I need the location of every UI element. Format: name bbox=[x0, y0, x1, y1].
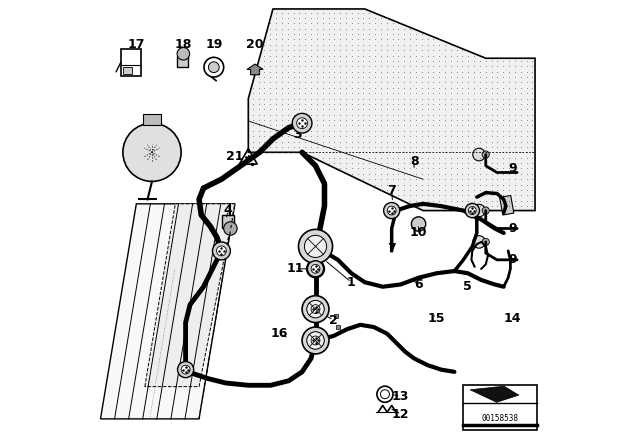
Text: 4: 4 bbox=[224, 204, 232, 217]
Text: 8: 8 bbox=[410, 155, 419, 168]
Circle shape bbox=[177, 362, 194, 378]
Text: 7: 7 bbox=[387, 184, 396, 197]
Circle shape bbox=[216, 246, 227, 256]
Text: 3: 3 bbox=[293, 128, 302, 141]
Bar bbox=[123, 67, 132, 74]
Bar bbox=[222, 215, 234, 228]
Polygon shape bbox=[247, 64, 263, 75]
Bar bbox=[500, 195, 514, 215]
Text: 15: 15 bbox=[428, 311, 445, 325]
Circle shape bbox=[297, 118, 307, 129]
Circle shape bbox=[307, 332, 324, 349]
Text: 2: 2 bbox=[329, 314, 338, 327]
Circle shape bbox=[181, 365, 190, 374]
Circle shape bbox=[224, 222, 237, 235]
Text: 11: 11 bbox=[287, 262, 304, 276]
Text: 9: 9 bbox=[508, 161, 517, 175]
Text: 6: 6 bbox=[414, 278, 423, 291]
Circle shape bbox=[298, 229, 333, 263]
Text: 9: 9 bbox=[508, 222, 517, 235]
Text: 7: 7 bbox=[387, 242, 396, 255]
Circle shape bbox=[311, 264, 320, 273]
Bar bbox=[121, 49, 141, 76]
Text: 9: 9 bbox=[508, 253, 517, 267]
Polygon shape bbox=[100, 204, 235, 419]
Circle shape bbox=[473, 148, 485, 161]
Polygon shape bbox=[470, 386, 519, 402]
Ellipse shape bbox=[123, 123, 181, 181]
Bar bbox=[463, 385, 538, 430]
Circle shape bbox=[387, 206, 396, 215]
Text: 12: 12 bbox=[392, 408, 410, 421]
Circle shape bbox=[302, 296, 329, 323]
Text: 1: 1 bbox=[347, 276, 356, 289]
Bar bbox=[143, 114, 161, 125]
Circle shape bbox=[473, 236, 485, 248]
Circle shape bbox=[307, 301, 324, 317]
Text: 20: 20 bbox=[246, 38, 264, 52]
Circle shape bbox=[468, 207, 476, 215]
Circle shape bbox=[311, 305, 320, 314]
Polygon shape bbox=[248, 9, 535, 211]
Text: 21: 21 bbox=[226, 150, 244, 164]
Circle shape bbox=[311, 336, 320, 345]
Text: 10: 10 bbox=[410, 226, 428, 240]
Circle shape bbox=[482, 207, 490, 214]
Bar bbox=[177, 56, 188, 67]
Text: 5: 5 bbox=[463, 280, 472, 293]
Circle shape bbox=[473, 204, 485, 217]
Circle shape bbox=[212, 242, 230, 260]
Circle shape bbox=[383, 202, 400, 219]
Circle shape bbox=[412, 217, 426, 231]
Text: !: ! bbox=[247, 155, 251, 164]
Circle shape bbox=[482, 151, 490, 158]
Text: 19: 19 bbox=[205, 38, 223, 52]
Circle shape bbox=[292, 113, 312, 133]
Text: 18: 18 bbox=[175, 38, 192, 52]
Text: 13: 13 bbox=[392, 390, 410, 403]
Text: 00158538: 00158538 bbox=[482, 414, 519, 423]
Circle shape bbox=[465, 203, 479, 218]
Circle shape bbox=[307, 301, 324, 318]
Text: 17: 17 bbox=[127, 38, 145, 52]
Circle shape bbox=[307, 261, 324, 277]
Polygon shape bbox=[145, 204, 235, 387]
Circle shape bbox=[177, 47, 189, 60]
Circle shape bbox=[307, 332, 324, 349]
Text: 14: 14 bbox=[504, 311, 522, 325]
Circle shape bbox=[305, 235, 326, 258]
Circle shape bbox=[482, 238, 490, 246]
Circle shape bbox=[209, 62, 219, 73]
Circle shape bbox=[302, 327, 329, 354]
Text: 16: 16 bbox=[271, 327, 289, 340]
